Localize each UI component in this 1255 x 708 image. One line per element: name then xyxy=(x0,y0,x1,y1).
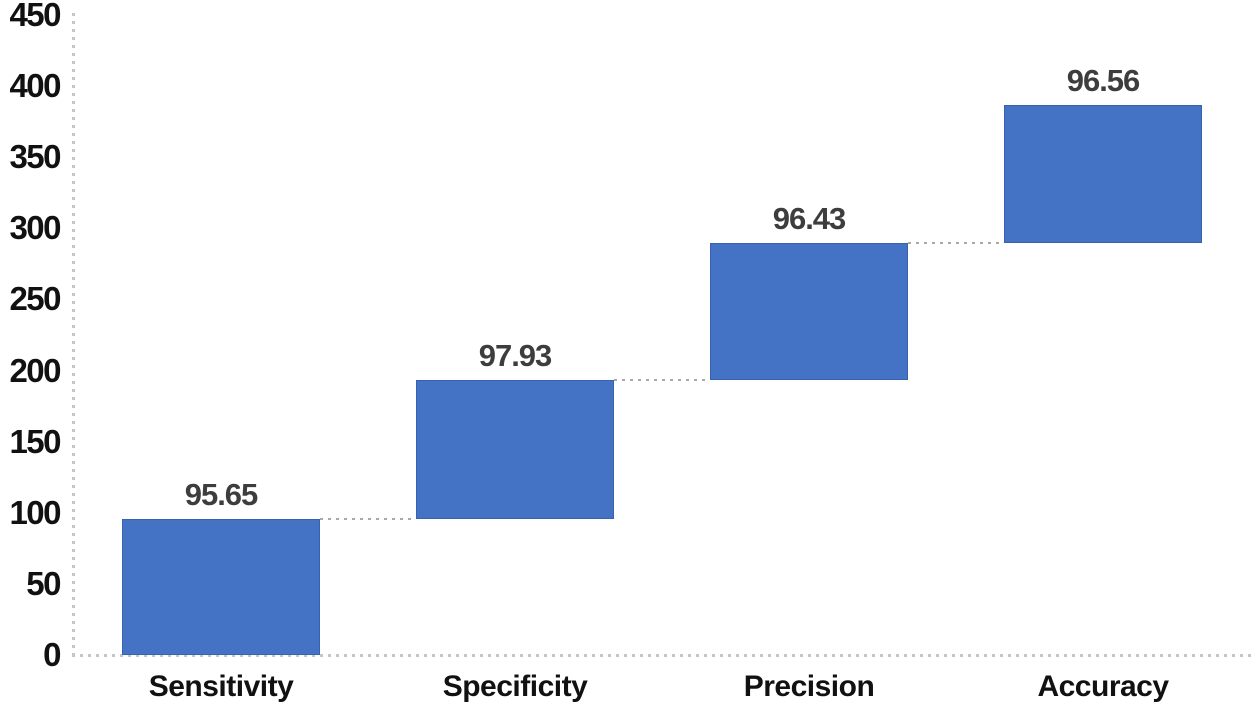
y-tick-label: 400 xyxy=(9,67,61,105)
connector-line xyxy=(614,378,710,381)
bar-value-label: 96.43 xyxy=(772,200,847,236)
y-tick-label: 200 xyxy=(9,351,61,389)
y-tick-label: 0 xyxy=(43,636,61,673)
x-category-label: Precision xyxy=(743,670,875,703)
y-tick-label: 350 xyxy=(9,138,61,176)
y-tick-label: 150 xyxy=(9,422,61,460)
bar-specificity xyxy=(416,379,614,519)
y-tick-label: 450 xyxy=(9,0,61,33)
bar-precision xyxy=(710,242,908,380)
y-tick-label: 250 xyxy=(9,280,61,318)
bar-accuracy xyxy=(1004,105,1202,243)
y-tick-label: 300 xyxy=(9,209,61,247)
bar-sensitivity xyxy=(122,518,320,655)
y-tick-label: 50 xyxy=(26,564,61,602)
x-category-label: Accuracy xyxy=(1037,670,1169,703)
bar-value-label: 96.56 xyxy=(1066,63,1141,99)
connector-line xyxy=(320,517,416,520)
x-category-label: Sensitivity xyxy=(148,670,294,703)
x-axis-line xyxy=(72,654,1252,657)
y-axis-line xyxy=(72,13,75,655)
x-category-label: Specificity xyxy=(442,670,588,703)
bar-value-label: 95.65 xyxy=(184,476,259,512)
y-tick-label: 100 xyxy=(9,493,61,531)
connector-line xyxy=(908,241,1004,244)
bar-value-label: 97.93 xyxy=(478,337,553,373)
